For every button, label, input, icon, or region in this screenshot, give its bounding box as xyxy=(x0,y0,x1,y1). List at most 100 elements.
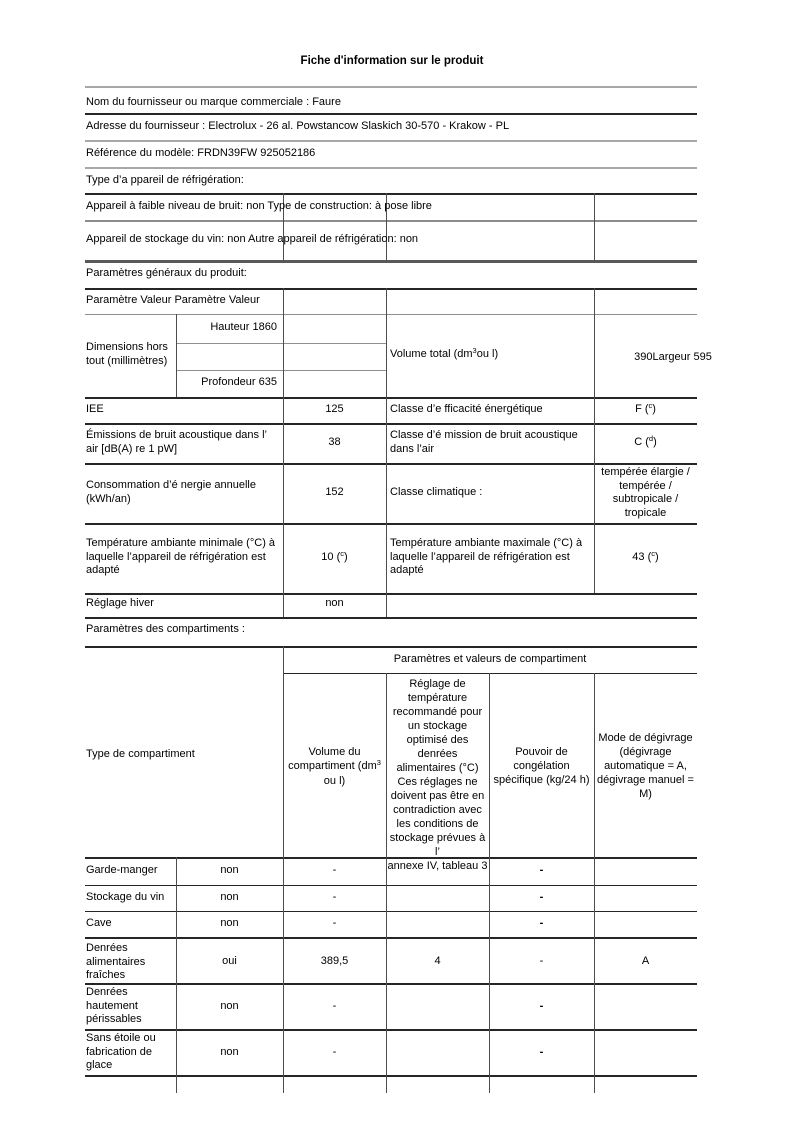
energy-class-text: F ( xyxy=(635,403,649,415)
col-header-volume-superscript: 3 xyxy=(376,758,381,767)
compartment-present: non xyxy=(220,1046,239,1058)
supplier-name-line: Nom du fournisseur ou marque commerciale… xyxy=(86,96,341,108)
iee-value: 125 xyxy=(325,403,344,415)
temp-min-text-end: ) xyxy=(344,551,348,563)
table-border xyxy=(176,857,177,1093)
table-border xyxy=(85,193,697,195)
table-border xyxy=(85,911,697,912)
table-border xyxy=(85,288,697,290)
compartment-present: non xyxy=(220,891,239,903)
noise-class-text-end: ) xyxy=(653,436,657,448)
table-border xyxy=(85,1029,697,1031)
table-border xyxy=(85,983,697,985)
compartment-freeze: - xyxy=(539,1046,544,1058)
table-border xyxy=(176,370,386,371)
table-border xyxy=(85,220,697,222)
compartment-present: non xyxy=(220,864,239,876)
table-border xyxy=(85,523,697,525)
climate-class-label: Classe climatique : xyxy=(390,486,483,498)
compartment-name: Garde-manger xyxy=(86,864,158,876)
table-border xyxy=(386,673,387,1093)
table-border xyxy=(489,673,490,1093)
table-border xyxy=(85,593,697,595)
table-border xyxy=(85,646,697,648)
table-border xyxy=(386,288,387,617)
noise-class-value: C (d) xyxy=(594,434,697,450)
model-reference-line: Référence du modèle: FRDN39FW 925052186 xyxy=(86,147,316,159)
iee-label: IEE xyxy=(86,403,104,415)
col-header-defrost-mode: Mode de dégivrage (dégivrage automatique… xyxy=(597,732,694,800)
section-type-heading: Type d’a ppareil de réfrigération: xyxy=(86,174,244,186)
compartment-volume: - xyxy=(332,1000,337,1012)
compartment-name: Stockage du vin xyxy=(86,891,165,903)
table-border xyxy=(85,260,697,263)
compartment-volume: - xyxy=(332,864,337,876)
col-header-volume-line2: compartiment (dm3 xyxy=(283,758,386,774)
section-general-heading: Paramètres généraux du produit: xyxy=(86,267,247,279)
table-border xyxy=(283,673,697,674)
temp-min-superscript: c xyxy=(340,549,345,558)
divider-line xyxy=(85,140,697,142)
table-border xyxy=(594,193,595,261)
volume-total-superscript: 3 xyxy=(472,346,477,355)
compartment-volume: - xyxy=(332,917,337,929)
temp-max-text: 43 ( xyxy=(632,551,652,563)
compartment-name: Cave xyxy=(86,917,112,929)
compartment-present: oui xyxy=(222,955,237,967)
compartment-present: non xyxy=(220,1000,239,1012)
energy-consumption-label: Consommation d’é nergie annuelle (kWh/an… xyxy=(86,479,256,505)
compartment-temp: 4 xyxy=(434,955,441,967)
divider-line xyxy=(85,113,697,115)
table-border xyxy=(85,314,697,315)
table-border xyxy=(176,343,386,344)
table-border xyxy=(594,288,595,593)
col-header-type: Type de compartiment xyxy=(86,748,195,760)
table-border xyxy=(85,617,697,619)
volume-total-label-text: Volume total (dm xyxy=(390,348,473,360)
table-border xyxy=(85,857,697,859)
compartment-freeze: - xyxy=(539,891,544,903)
temp-min-value: 10 (c) xyxy=(283,549,386,565)
compartment-freeze: - xyxy=(539,1000,544,1012)
col-header-volume-line1: Volume du xyxy=(308,746,361,758)
compartment-name: Denrées hautement périssables xyxy=(86,986,142,1025)
param-value-header: Paramètre Valeur Paramètre Valeur xyxy=(86,294,260,306)
compartment-present: non xyxy=(220,917,239,929)
col-header-volume-text: compartiment (dm xyxy=(288,760,377,772)
col-header-temp-setting: Réglage de température recommandé pour u… xyxy=(387,678,488,872)
type-row-wine-other: Appareil de stockage du vin: non Autre a… xyxy=(86,233,419,245)
table-border xyxy=(283,288,284,617)
col-header-volume-line3: ou l) xyxy=(323,775,346,787)
climate-class-value: tempérée élargie / tempérée / subtropica… xyxy=(601,466,690,519)
compartment-freeze: - xyxy=(539,955,544,967)
compartment-freeze: - xyxy=(539,917,544,929)
compartment-name: Sans étoile ou fabrication de glace xyxy=(86,1032,156,1071)
noise-class-text: C ( xyxy=(634,436,649,448)
noise-class-superscript: d xyxy=(648,434,654,443)
table-border xyxy=(594,673,595,1093)
compartment-name: Denrées alimentaires fraîches xyxy=(86,942,146,981)
hauteur-value: Hauteur 1860 xyxy=(210,321,277,333)
compartment-table-title: Paramètres et valeurs de compartiment xyxy=(393,653,587,665)
volume-total-label-end: ou l) xyxy=(476,348,499,360)
energy-efficiency-class-value: F (c) xyxy=(594,401,697,417)
table-border xyxy=(85,1075,697,1077)
noise-class-label: Classe d’é mission de bruit acoustique d… xyxy=(390,429,578,455)
noise-emission-value: 38 xyxy=(328,436,341,448)
table-border xyxy=(85,423,697,425)
temp-max-text-end: ) xyxy=(655,551,659,563)
temp-min-text: 10 ( xyxy=(321,551,341,563)
table-border xyxy=(283,193,284,261)
table-border xyxy=(176,314,177,397)
table-border xyxy=(85,463,697,465)
page-title: Fiche d'information sur le produit xyxy=(300,55,484,67)
type-row-noise-construction: Appareil à faible niveau de bruit: non T… xyxy=(86,200,432,212)
col-header-freezing-capacity: Pouvoir de congélation spécifique (kg/24… xyxy=(493,746,590,786)
divider-line xyxy=(85,167,697,169)
energy-class-text-end: ) xyxy=(652,403,656,415)
divider-line xyxy=(85,86,697,88)
compartment-volume: - xyxy=(332,891,337,903)
noise-emission-label: Émissions de bruit acoustique dans l’ ai… xyxy=(86,429,267,455)
col-header-volume: Volume du compartiment (dm3 ou l) xyxy=(283,745,386,788)
